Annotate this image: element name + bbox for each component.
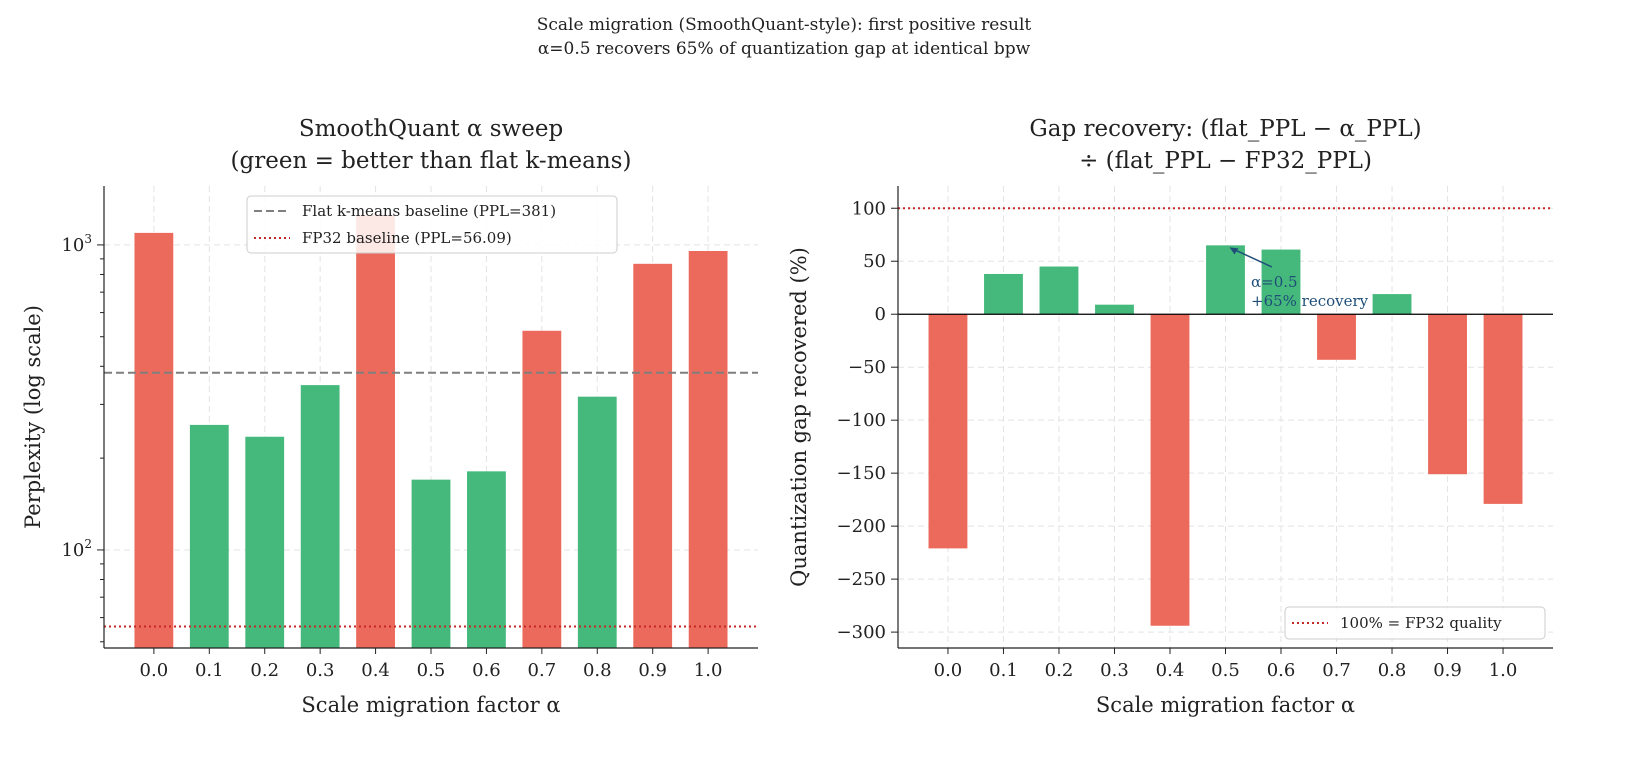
x-tick-label: 0.1 xyxy=(989,660,1018,681)
x-tick-label: 0.4 xyxy=(1156,660,1185,681)
legend-label: 100% = FP32 quality xyxy=(1340,614,1502,632)
bar-0.3 xyxy=(1095,304,1134,315)
bar-0.9 xyxy=(1428,314,1467,475)
bar-0.1 xyxy=(984,273,1023,315)
y-tick-label: 103 xyxy=(61,232,92,256)
chart-title-line-1: SmoothQuant α sweep xyxy=(299,116,563,142)
bar-0.8 xyxy=(577,396,617,648)
x-tick-label: 0.5 xyxy=(417,660,446,681)
y-tick-label: 100 xyxy=(852,198,886,219)
legend: 100% = FP32 quality xyxy=(1284,606,1546,640)
y-tick-label: 0 xyxy=(875,304,886,325)
x-tick-label: 0.9 xyxy=(1433,660,1462,681)
annotation-arrow xyxy=(1231,247,1273,268)
bar-0.0 xyxy=(134,232,174,648)
y-tick-label: −300 xyxy=(837,622,886,643)
chart-title-line-1: Gap recovery: (flat_PPL − α_PPL) xyxy=(1029,116,1421,142)
y-tick-label: −250 xyxy=(837,569,886,590)
x-tick-label: 1.0 xyxy=(1489,660,1518,681)
x-tick-label: 0.5 xyxy=(1211,660,1240,681)
annotation-arrowhead xyxy=(1229,247,1239,255)
y-tick-label: −200 xyxy=(837,516,886,537)
x-tick-label: 0.9 xyxy=(638,660,667,681)
bar-1.0 xyxy=(1483,314,1523,504)
bar-0.6 xyxy=(467,471,506,648)
legend: Flat k-means baseline (PPL=381) FP32 base… xyxy=(246,195,618,254)
x-tick-label: 0.6 xyxy=(472,660,501,681)
legend-label: FP32 baseline (PPL=56.09) xyxy=(302,229,512,247)
x-tick-label: 0.2 xyxy=(1045,660,1074,681)
x-tick-label: 0.8 xyxy=(583,660,612,681)
chart-title-line-2: ÷ (flat_PPL − FP32_PPL) xyxy=(1079,148,1372,174)
bar-1.0 xyxy=(688,251,728,649)
x-tick-label: 0.0 xyxy=(934,660,963,681)
left-chart: 102 103 0.0 0.1 0.2 0.3 0.4 0.5 0.6 0.7 0.8 0.9 1.0 S… xyxy=(21,116,758,717)
suptitle-line-2: α=0.5 recovers 65% of quantization gap a… xyxy=(538,39,1031,59)
x-tick-label: 1.0 xyxy=(694,660,723,681)
x-tick-label: 0.7 xyxy=(528,660,557,681)
x-tick-label: 0.1 xyxy=(195,660,224,681)
bar-0.2 xyxy=(1039,266,1079,315)
x-tick-label: 0.4 xyxy=(361,660,390,681)
x-tick-label: 0.7 xyxy=(1322,660,1351,681)
annotation-line-2: +65% recovery xyxy=(1251,292,1369,310)
x-tick-label: 0.3 xyxy=(306,660,335,681)
bar-0.9 xyxy=(633,263,673,648)
bar-0.0 xyxy=(928,314,968,549)
x-tick-label: 0.6 xyxy=(1267,660,1296,681)
bar-0.1 xyxy=(189,424,229,648)
y-tick-label: −150 xyxy=(837,463,886,484)
y-tick-label: 50 xyxy=(863,251,886,272)
legend-box xyxy=(246,195,618,254)
bar-0.7 xyxy=(1317,314,1356,360)
bar-0.6 xyxy=(1261,249,1301,315)
x-tick-label: 0.3 xyxy=(1100,660,1129,681)
x-tick-label: 0.0 xyxy=(140,660,169,681)
y-tick-label: −50 xyxy=(848,357,886,378)
y-tick-label: 102 xyxy=(61,537,92,561)
annotation-line-1: α=0.5 xyxy=(1251,273,1298,291)
y-tick-label: −100 xyxy=(837,410,886,431)
right-chart: 100 50 0 −50 −100 −150 −200 −250 −300 0.0 0.1 0.2 0.… xyxy=(787,116,1553,717)
bar-0.7 xyxy=(522,330,562,648)
legend-box xyxy=(1284,606,1546,640)
bar-0.3 xyxy=(300,385,340,648)
bar-0.8 xyxy=(1372,294,1412,315)
bar-0.2 xyxy=(245,436,285,648)
y-axis-label: Perplexity (log scale) xyxy=(21,305,45,529)
y-axis-label: Quantization gap recovered (%) xyxy=(787,247,811,587)
x-tick-label: 0.2 xyxy=(250,660,279,681)
bar-0.5 xyxy=(1206,245,1245,315)
bar-0.4 xyxy=(356,214,395,648)
chart-title-line-2: (green = better than flat k-means) xyxy=(231,148,632,174)
x-axis-label: Scale migration factor α xyxy=(1096,693,1355,717)
bar-0.4 xyxy=(1150,314,1190,626)
x-tick-label: 0.8 xyxy=(1378,660,1407,681)
x-axis-label: Scale migration factor α xyxy=(301,693,560,717)
suptitle-line-1: Scale migration (SmoothQuant-style): fir… xyxy=(537,15,1032,35)
legend-label: Flat k-means baseline (PPL=381) xyxy=(302,202,556,220)
bar-0.5 xyxy=(411,479,451,648)
